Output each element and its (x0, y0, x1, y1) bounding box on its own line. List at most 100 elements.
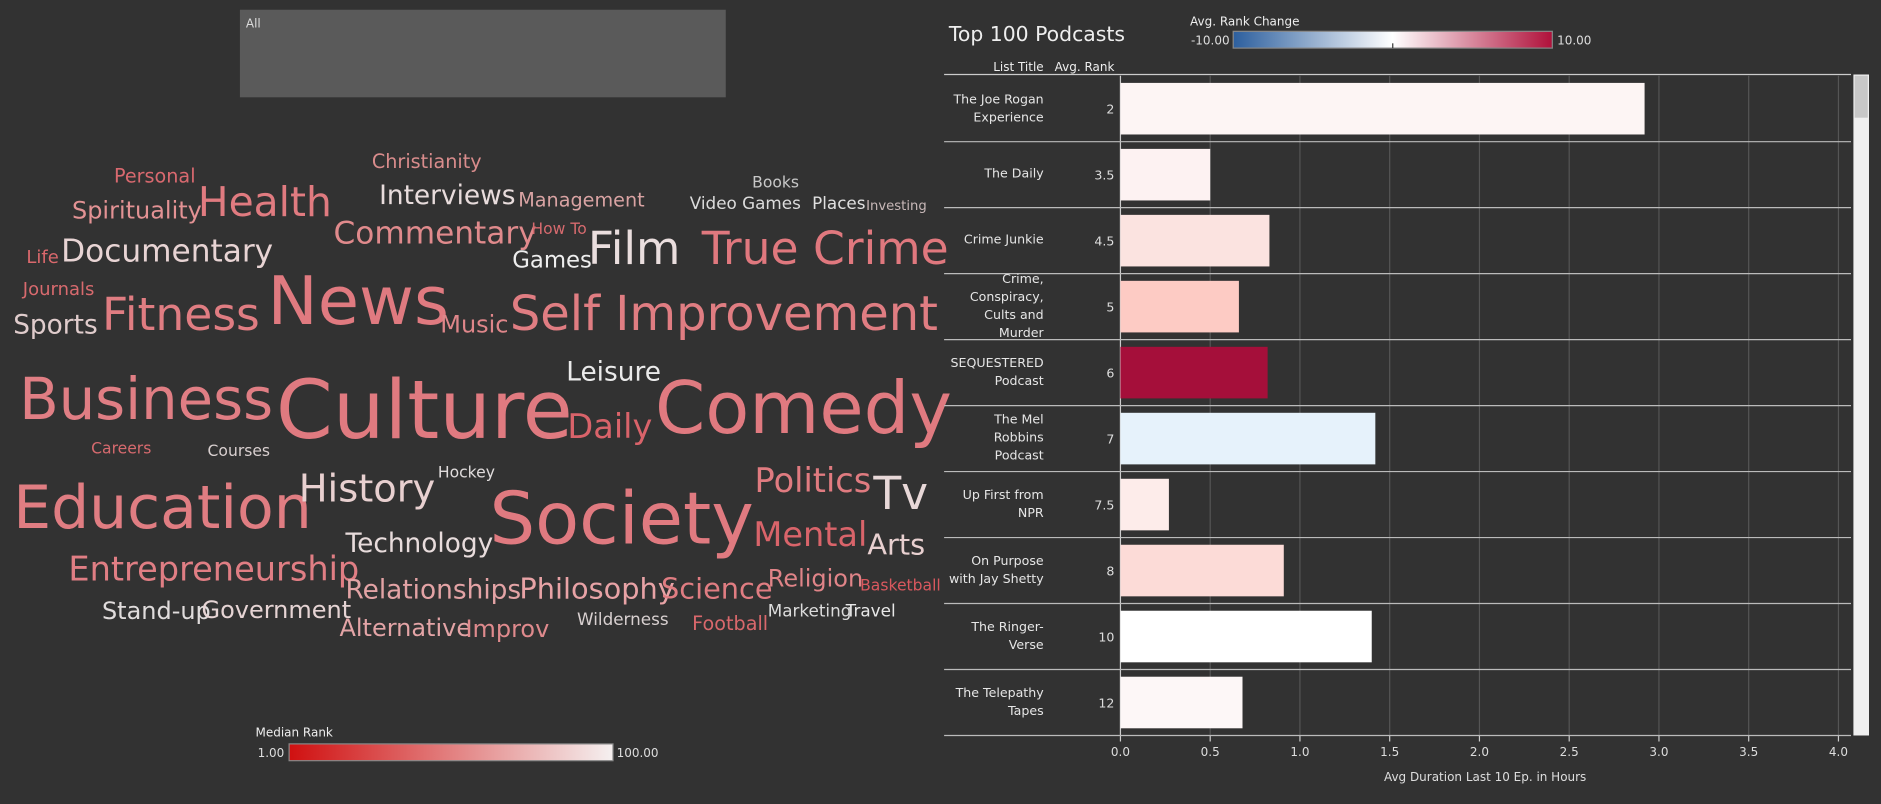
row-label-box: SEQUESTERED Podcast (951, 356, 1044, 388)
bar[interactable] (1120, 610, 1372, 663)
x-tick-label: 0.5 (1201, 745, 1220, 759)
avg-rank: 2 (1106, 101, 1114, 116)
row-label-box: The Telepathy Tapes (956, 686, 1044, 718)
word[interactable]: Arts (867, 527, 925, 561)
word[interactable]: Hockey (438, 464, 495, 482)
column-header: Avg. Rank (1055, 60, 1115, 74)
avg-rank: 5 (1106, 299, 1114, 314)
filter-value[interactable]: All (246, 17, 261, 31)
color-legend-title: Avg. Rank Change (1190, 14, 1299, 28)
row-label: Crime Junkie (963, 232, 1044, 248)
color-legend-min: -10.00 (1191, 34, 1230, 48)
x-tick-label: 3.5 (1739, 745, 1758, 759)
word[interactable]: Entrepreneurship (68, 550, 359, 589)
row-label-box: Up First from NPR (963, 488, 1044, 520)
color-legend-max: 10.00 (1557, 34, 1591, 48)
bar[interactable] (1120, 280, 1239, 333)
word[interactable]: Science (661, 572, 773, 606)
word[interactable]: Travel (845, 601, 896, 621)
word[interactable]: Philosophy (519, 572, 674, 606)
row-label: The Ringer-Verse (971, 619, 1044, 653)
word[interactable]: Football (692, 612, 768, 635)
word[interactable]: Music (440, 310, 508, 338)
word[interactable]: Mental (753, 515, 867, 554)
avg-rank: 4.5 (1094, 233, 1114, 248)
word[interactable]: Daily (567, 407, 652, 446)
word[interactable]: News (268, 262, 449, 340)
word[interactable]: Courses (208, 442, 271, 460)
word[interactable]: Video Games (690, 193, 801, 213)
column-header: List Title (993, 60, 1043, 74)
bar[interactable] (1120, 82, 1645, 135)
word[interactable]: Business (19, 366, 273, 433)
bar[interactable] (1120, 676, 1243, 729)
x-tick-label: 3.0 (1649, 745, 1668, 759)
word[interactable]: Self Improvement (510, 286, 938, 342)
scrollbar-thumb[interactable] (1854, 75, 1868, 118)
bar[interactable] (1120, 214, 1270, 267)
median-legend-min: 1.00 (258, 746, 285, 760)
word[interactable]: Improv (465, 615, 549, 643)
x-tick-label: 2.0 (1470, 745, 1489, 759)
word[interactable]: Health (198, 178, 332, 226)
word[interactable]: Government (202, 596, 352, 624)
bar[interactable] (1120, 412, 1376, 465)
word[interactable]: Management (518, 188, 645, 211)
word[interactable]: Sports (13, 311, 98, 341)
word[interactable]: Commentary (333, 216, 536, 252)
word[interactable]: Education (13, 473, 312, 543)
word[interactable]: Politics (755, 461, 872, 500)
word[interactable]: History (299, 467, 436, 512)
row-label: The Joe Rogan Experience (953, 91, 1044, 125)
word[interactable]: Careers (91, 440, 151, 458)
word[interactable]: True Crime (701, 222, 949, 275)
bar[interactable] (1120, 478, 1169, 531)
word[interactable]: Relationships (345, 576, 521, 606)
word[interactable]: Religion (768, 565, 863, 593)
row-label-box: The Joe Rogan Experience (953, 91, 1044, 125)
x-tick-label: 1.0 (1290, 745, 1309, 759)
word[interactable]: Film (588, 222, 681, 275)
row-label-box: The Mel Robbins Podcast (994, 413, 1044, 463)
word[interactable]: Stand-up (102, 597, 211, 625)
word[interactable]: How To (531, 220, 586, 238)
word[interactable]: Places (812, 193, 865, 213)
word[interactable]: Basketball (860, 576, 941, 594)
bar[interactable] (1120, 544, 1284, 597)
word[interactable]: Fitness (102, 288, 260, 341)
word[interactable]: Games (512, 248, 592, 274)
row-label: On Purpose with Jay Shetty (948, 553, 1044, 587)
row-label-box: The Ringer-Verse (971, 619, 1044, 653)
word[interactable]: Alternative (339, 614, 471, 642)
word[interactable]: Journals (22, 279, 95, 300)
word[interactable]: Documentary (61, 234, 273, 270)
chart-title: Top 100 Podcasts (948, 22, 1125, 46)
word[interactable]: Technology (344, 529, 493, 559)
avg-rank: 7.5 (1094, 497, 1114, 512)
filter-box[interactable] (239, 9, 726, 98)
bar[interactable] (1120, 346, 1268, 399)
word[interactable]: Comedy (655, 366, 952, 450)
row-label-box: The Daily (984, 166, 1044, 182)
word[interactable]: Culture (276, 363, 573, 458)
word[interactable]: Tv (872, 467, 928, 520)
word[interactable]: Personal (114, 164, 196, 187)
median-legend-max: 100.00 (617, 746, 659, 760)
word[interactable]: Interviews (379, 181, 515, 211)
word[interactable]: Wilderness (577, 609, 669, 629)
word[interactable]: Society (489, 477, 753, 561)
row-label: Crime, Conspiracy, Cults and Murder (969, 273, 1044, 340)
word[interactable]: Books (752, 173, 799, 191)
word[interactable]: Spirituality (72, 196, 202, 224)
word[interactable]: Leisure (566, 357, 661, 387)
row-label: The Daily (984, 166, 1044, 182)
median-legend-bar (288, 743, 614, 762)
avg-rank: 3.5 (1094, 167, 1114, 182)
scrollbar[interactable] (1853, 74, 1870, 736)
word[interactable]: Christianity (372, 150, 482, 173)
bar[interactable] (1120, 148, 1211, 201)
word[interactable]: Investing (866, 199, 927, 214)
word[interactable]: Marketing (768, 601, 852, 621)
word[interactable]: Life (26, 247, 58, 268)
